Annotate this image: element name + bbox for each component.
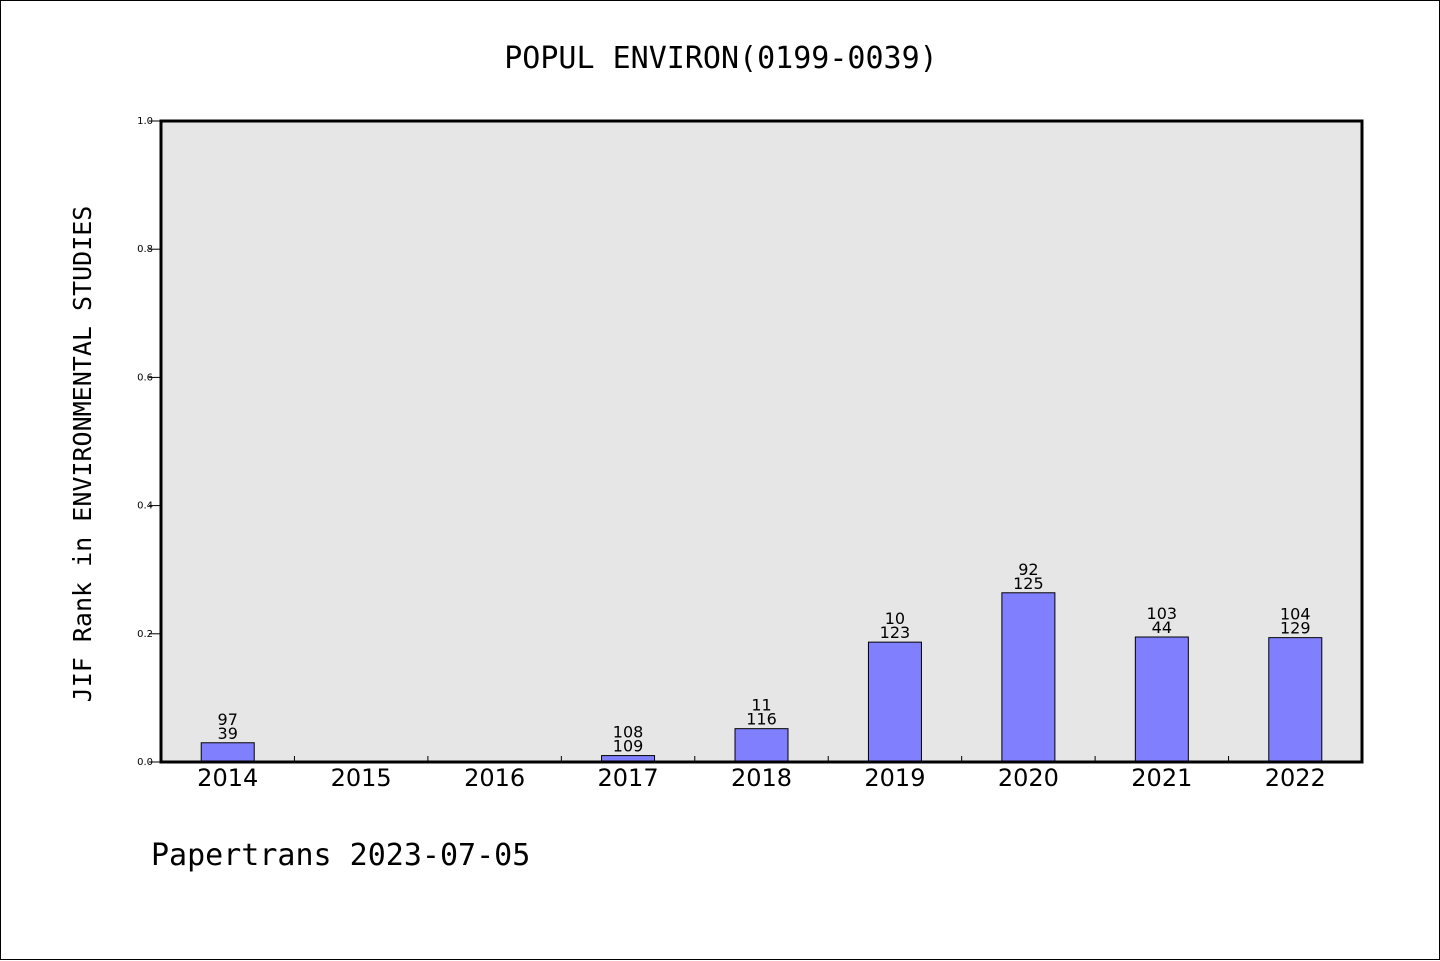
x-tick-label-2020: 2020 (998, 764, 1059, 792)
ticks-group: 2014 2015 2016 2017 2018 2019 2020 2021 2022 0.0 0… (137, 116, 1326, 792)
bar-2021 (1134, 636, 1189, 763)
bar-label-bottom-2021: 44 (1152, 618, 1172, 637)
bar-label-bottom-2018: 116 (746, 710, 777, 729)
y-tick-label: 1.0 (137, 116, 153, 127)
footer-text: Papertrans 2023-07-05 (151, 838, 530, 873)
y-tick-label: 0.2 (137, 629, 153, 640)
y-tick-label: 0.8 (137, 244, 153, 255)
y-tick-label: 0.6 (137, 372, 153, 383)
bar-2018 (734, 728, 789, 763)
bar-2020 (1001, 592, 1056, 763)
bar-label-top-2014: 97 (218, 710, 238, 729)
bar-label-bottom-2014: 39 (218, 724, 238, 743)
x-tick-label-2022: 2022 (1265, 764, 1326, 792)
bar-label-bottom-2022: 129 (1280, 619, 1311, 638)
bar-label-top-2017: 108 (613, 723, 644, 742)
bar-label-bottom-2017: 109 (613, 737, 644, 756)
bar-2022 (1268, 637, 1323, 763)
bar-2014 (200, 742, 255, 763)
x-tick-label-2015: 2015 (331, 764, 392, 792)
x-tick-label-2017: 2017 (598, 764, 659, 792)
bar-label-bottom-2020: 125 (1013, 574, 1044, 593)
x-tick-label-2014: 2014 (197, 764, 258, 792)
y-tick-label: 0.0 (137, 757, 153, 768)
bar-label-top-2019: 10 (885, 609, 905, 628)
y-axis-label: JIF Rank in ENVIRONMENTAL STUDIES (68, 206, 97, 703)
chart-title: POPUL ENVIRON(0199-0039) (504, 41, 937, 76)
bar-label-top-2018: 11 (751, 696, 771, 715)
x-tick-label-2019: 2019 (864, 764, 925, 792)
bar-label-top-2022: 104 (1280, 605, 1311, 624)
x-tick-label-2016: 2016 (464, 764, 525, 792)
bar-label-top-2020: 92 (1018, 560, 1038, 579)
bar-2019 (867, 641, 922, 763)
bar-label-bottom-2019: 123 (880, 623, 911, 642)
x-tick-label-2018: 2018 (731, 764, 792, 792)
plot-border (159, 119, 1364, 764)
bar-label-top-2021: 103 (1147, 604, 1178, 623)
x-tick-label-2021: 2021 (1131, 764, 1192, 792)
y-tick-label: 0.4 (137, 501, 153, 512)
